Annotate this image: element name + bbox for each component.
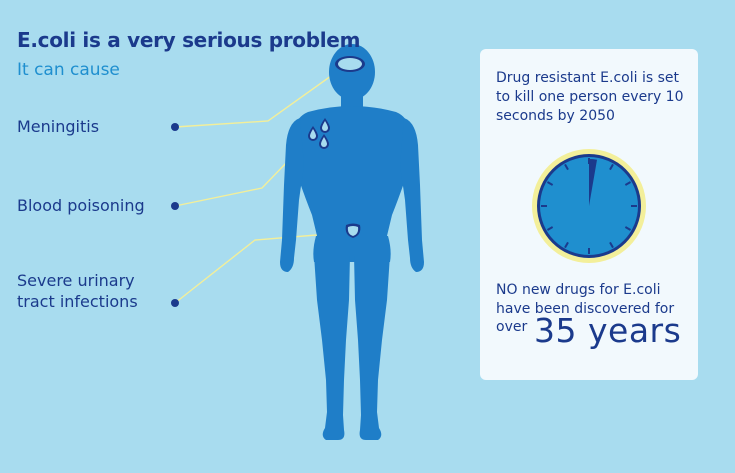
clock-tick [546,181,554,186]
clock-tick [546,226,554,231]
blood-drops-icon [308,118,330,149]
stat-text: Drug resistant E.coli is set to kill one… [496,70,684,124]
clock-icon [532,149,646,263]
condition-label: Severe urinary [17,271,135,290]
callout-dot [171,299,179,307]
drugs-text: NO new drugs for E.coli have been discov… [496,282,675,317]
stats-card: Drug resistant E.coli is set to kill one… [480,49,698,380]
clock-tick [609,241,614,249]
clock-tick [624,226,632,231]
condition-label: Blood poisoning [17,196,145,215]
condition-meningitis: Meningitis [17,116,99,137]
over-label: over [496,319,528,335]
years-label: 35 years [534,311,682,350]
brain-icon [335,56,365,72]
clock-tick [564,241,569,249]
bladder-icon [345,223,361,238]
condition-blood-poisoning: Blood poisoning [17,195,145,216]
clock-tick [564,163,569,171]
page-subtitle: It can cause [17,60,120,80]
human-figure-icon [280,44,424,440]
clock-tick [609,163,614,171]
clock-tick [624,181,632,186]
callout-dot [171,123,179,131]
callout-dot [171,202,179,210]
page-title: E.coli is a very serious problem [17,28,361,52]
condition-label-2: tract infections [17,292,138,311]
condition-label: Meningitis [17,117,100,136]
condition-uti: Severe urinary tract infections [17,270,138,312]
